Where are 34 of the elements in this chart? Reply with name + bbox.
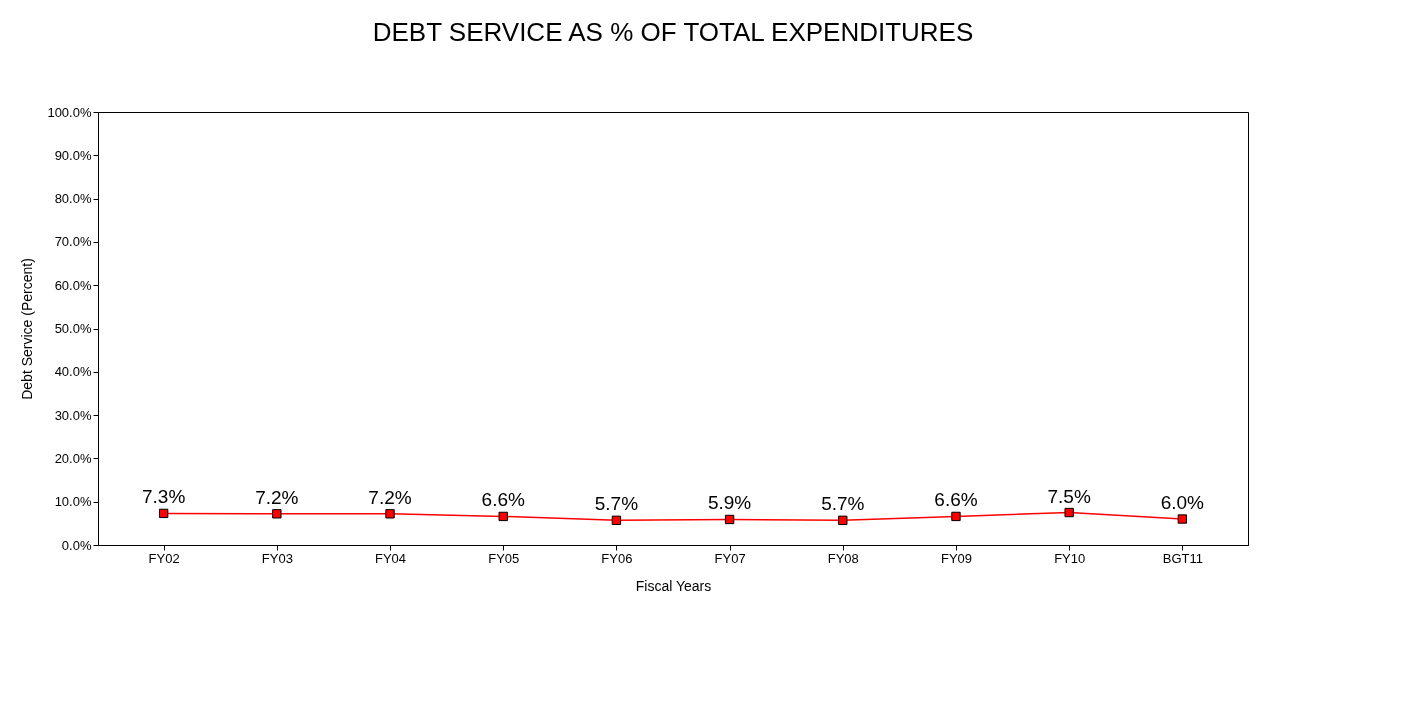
y-tick-label: 80.0%: [54, 191, 92, 207]
y-tick-label: 20.0%: [54, 450, 92, 466]
x-tick-label: FY02: [148, 550, 180, 566]
chart-title: DEBT SERVICE AS % OF TOTAL EXPENDITURES: [372, 17, 974, 47]
x-tick-label: FY07: [714, 550, 746, 566]
x-tick-label: FY05: [488, 550, 520, 566]
data-label: 7.2%: [368, 486, 412, 508]
y-tick-label: 100.0%: [47, 104, 92, 120]
x-tick-label: FY09: [940, 550, 973, 566]
data-label: 6.0%: [1160, 492, 1205, 514]
data-label: 5.7%: [821, 493, 865, 515]
x-tick-label: FY10: [1054, 550, 1086, 566]
x-tick-label: FY06: [601, 550, 633, 566]
x-tick-label: BGT11: [1162, 550, 1203, 566]
y-tick-label: 10.0%: [54, 494, 92, 510]
data-label: 7.3%: [141, 486, 186, 508]
x-tick-label: FY03: [261, 550, 293, 566]
y-axis-title: Debt Service (Percent): [19, 258, 36, 400]
y-tick-label: 60.0%: [54, 277, 92, 293]
y-tick-label: 40.0%: [54, 364, 92, 380]
data-label: 5.9%: [707, 492, 752, 514]
data-label: 6.6%: [481, 489, 525, 511]
y-tick-label: 70.0%: [54, 234, 92, 250]
y-tick-label: 90.0%: [54, 147, 92, 163]
x-tick-label: FY04: [374, 550, 407, 566]
data-label: 6.6%: [934, 489, 978, 511]
data-label: 7.5%: [1047, 485, 1091, 507]
y-tick-label: 0.0%: [61, 537, 92, 553]
data-label: 7.2%: [255, 486, 299, 508]
x-axis-title: Fiscal Years: [635, 577, 712, 594]
x-tick-label: FY08: [827, 550, 859, 566]
y-tick-label: 50.0%: [54, 321, 92, 336]
y-tick-label: 30.0%: [54, 407, 92, 423]
data-label: 5.7%: [594, 493, 639, 515]
